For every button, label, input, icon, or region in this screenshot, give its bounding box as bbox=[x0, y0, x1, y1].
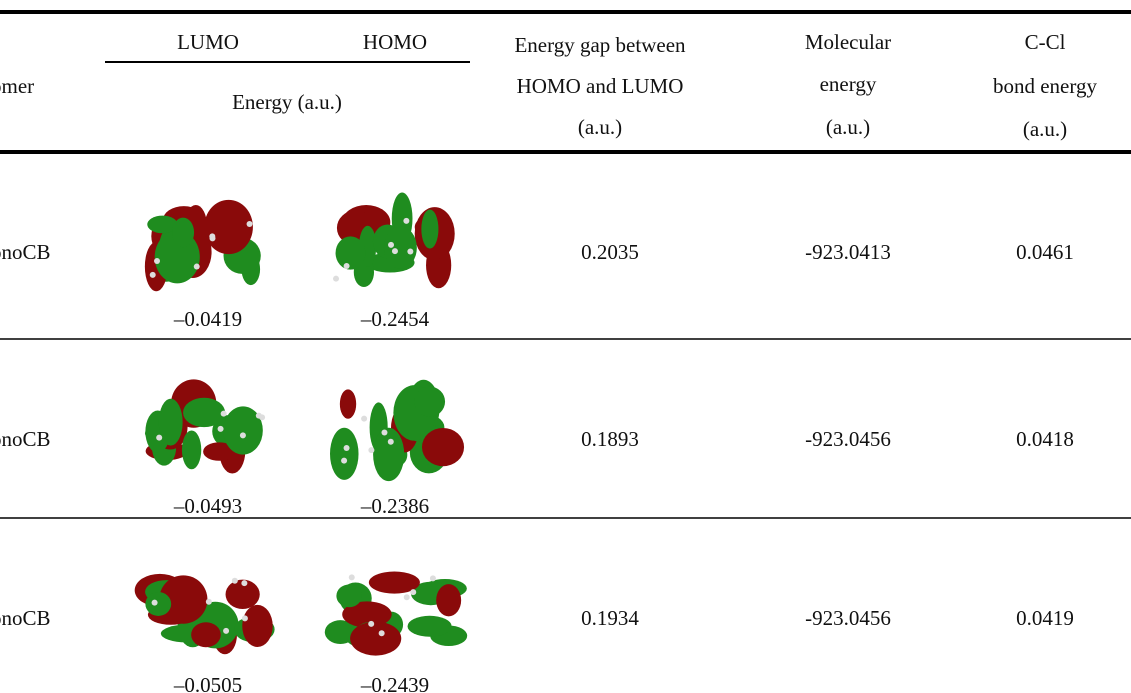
atom bbox=[410, 589, 416, 595]
ccl-cell: 0.0419 bbox=[1016, 606, 1074, 630]
atom bbox=[379, 630, 385, 636]
orbital-lobe bbox=[145, 592, 171, 616]
lumo-header: LUMO bbox=[177, 30, 239, 54]
molecular-header: Molecular bbox=[805, 30, 891, 54]
orbital-lobe bbox=[242, 605, 272, 647]
atom bbox=[361, 416, 367, 422]
atom bbox=[368, 621, 374, 627]
orbital-lobe bbox=[421, 210, 438, 249]
orbital-lobe bbox=[336, 236, 366, 269]
atom bbox=[218, 426, 224, 432]
ccl-header: C-Cl bbox=[1025, 30, 1066, 54]
atom bbox=[241, 580, 247, 586]
atom bbox=[407, 249, 413, 255]
orbital-lobe bbox=[384, 226, 417, 269]
atom bbox=[368, 447, 374, 453]
atom bbox=[152, 600, 158, 606]
orbital-lobe bbox=[336, 584, 361, 607]
atom bbox=[388, 242, 394, 248]
orbital-lobe bbox=[373, 428, 404, 481]
homo-cell: –0.2386 bbox=[360, 494, 429, 518]
atom bbox=[344, 445, 350, 451]
gap-cell: 0.1934 bbox=[581, 606, 639, 630]
orbital-lobe bbox=[340, 389, 356, 418]
gap-cell: 0.1893 bbox=[581, 427, 639, 451]
orbital-lobe bbox=[159, 399, 183, 446]
ccl-header: bond energy bbox=[993, 74, 1098, 98]
orbital-lobe bbox=[414, 387, 445, 417]
atom bbox=[156, 435, 162, 441]
gap-header: (a.u.) bbox=[578, 115, 622, 139]
gap-header: Energy gap between bbox=[514, 33, 686, 57]
orbital-lobe bbox=[350, 622, 401, 656]
atom bbox=[242, 615, 248, 621]
atom bbox=[209, 235, 215, 241]
orbital-lobe bbox=[183, 398, 225, 427]
isomer-cell: onoCB bbox=[0, 240, 51, 264]
molecular-cell: -923.0456 bbox=[805, 427, 891, 451]
orbital-lobe bbox=[182, 430, 201, 469]
gap-cell: 0.2035 bbox=[581, 240, 639, 264]
atom bbox=[194, 264, 200, 270]
atom bbox=[341, 458, 347, 464]
atom bbox=[221, 411, 227, 417]
orbital-lobe bbox=[172, 218, 194, 248]
atom bbox=[430, 575, 436, 581]
atom bbox=[247, 221, 253, 227]
molecular-header: energy bbox=[820, 72, 877, 96]
energy-header: Energy (a.u.) bbox=[232, 90, 342, 114]
table-page: omer LUMO HOMO Energy (a.u.) Energy gap … bbox=[0, 0, 1131, 693]
atom bbox=[404, 594, 410, 600]
atom bbox=[259, 414, 265, 420]
molecular-cell: -923.0456 bbox=[805, 606, 891, 630]
atom bbox=[344, 263, 350, 269]
homo-cell: –0.2454 bbox=[360, 307, 430, 331]
atom bbox=[392, 248, 398, 254]
ccl-cell: 0.0418 bbox=[1016, 427, 1074, 451]
atom bbox=[223, 628, 229, 634]
atom bbox=[381, 430, 387, 436]
lumo-cell: –0.0505 bbox=[173, 673, 242, 693]
orbital-lobe bbox=[408, 616, 452, 637]
atom bbox=[206, 599, 212, 605]
molecular-header: (a.u.) bbox=[826, 115, 870, 139]
atom bbox=[154, 258, 160, 264]
atom bbox=[240, 432, 246, 438]
atom bbox=[349, 574, 355, 580]
orbital-lobe bbox=[204, 200, 253, 254]
isomer-cell: onoCB bbox=[0, 606, 51, 630]
molecular-cell: -923.0413 bbox=[805, 240, 891, 264]
homo-header: HOMO bbox=[363, 30, 427, 54]
atom bbox=[333, 276, 339, 282]
atom bbox=[232, 578, 238, 584]
ccl-cell: 0.0461 bbox=[1016, 240, 1074, 264]
isomer-header: omer bbox=[0, 74, 34, 98]
gap-header: HOMO and LUMO bbox=[517, 74, 684, 98]
atom bbox=[388, 439, 394, 445]
isomer-cell: onoCB bbox=[0, 427, 51, 451]
ccl-header: (a.u.) bbox=[1023, 117, 1067, 141]
atom bbox=[403, 218, 409, 224]
atom bbox=[150, 272, 156, 278]
orbital-lobe bbox=[422, 428, 464, 466]
lumo-cell: –0.0419 bbox=[173, 307, 242, 331]
orbital-lobe bbox=[330, 428, 359, 480]
orbital-lobe bbox=[191, 622, 221, 647]
lumo-cell: –0.0493 bbox=[173, 494, 242, 518]
orbital-lobe bbox=[436, 584, 461, 616]
homo-cell: –0.2439 bbox=[360, 673, 429, 693]
